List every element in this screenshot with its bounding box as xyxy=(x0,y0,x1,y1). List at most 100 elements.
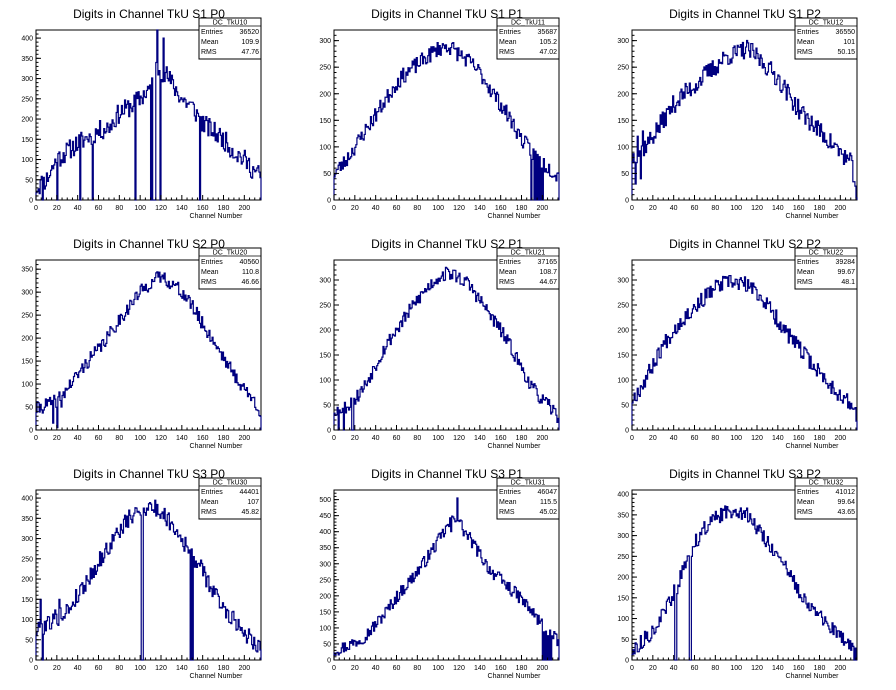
histogram-series xyxy=(35,29,262,201)
y-tick-label: 150 xyxy=(617,118,629,125)
chart-title: Digits in Channel TkU S1 P1 xyxy=(371,7,523,21)
x-tick-label: 200 xyxy=(238,435,250,442)
x-tick-label: 200 xyxy=(536,665,548,672)
stats-box xyxy=(496,17,560,60)
stats-name: DC_TkU31 xyxy=(511,480,546,487)
x-tick-label: 60 xyxy=(691,665,699,672)
x-tick-label: 80 xyxy=(711,665,719,672)
y-tick-label: 350 xyxy=(319,545,331,552)
x-axis-label: Channel Number xyxy=(190,673,244,680)
x-tick-label: 60 xyxy=(393,435,401,442)
y-tick-label: 150 xyxy=(21,597,33,604)
x-tick-label: 120 xyxy=(453,665,465,672)
stats-box xyxy=(794,477,858,520)
x-tick-label: 40 xyxy=(372,435,380,442)
x-tick-label: 140 xyxy=(772,435,784,442)
x-tick-label: 100 xyxy=(134,205,146,212)
chart-title: Digits in Channel TkU S1 P2 xyxy=(669,7,821,21)
stats-name: DC_TkU11 xyxy=(511,20,545,27)
x-tick-label: 20 xyxy=(351,435,359,442)
x-tick-label: 180 xyxy=(218,435,230,442)
y-tick-label: 150 xyxy=(21,137,33,144)
y-tick-label: 300 xyxy=(21,536,33,543)
x-tick-label: 0 xyxy=(630,435,634,442)
y-tick-label: 350 xyxy=(21,56,33,63)
y-tick-label: 0 xyxy=(625,428,629,435)
y-tick-label: 200 xyxy=(21,577,33,584)
stats-name: DC_TkU21 xyxy=(511,250,546,257)
y-tick-label: 100 xyxy=(21,157,33,164)
stats-label: Entries xyxy=(201,489,223,496)
y-tick-label: 500 xyxy=(319,497,331,504)
y-tick-label: 200 xyxy=(21,117,33,124)
stats-label: Mean xyxy=(201,269,219,276)
stats-value-entries: 44401 xyxy=(240,489,260,496)
stats-value-mean: 108.7 xyxy=(539,269,557,276)
y-tick-label: 400 xyxy=(617,492,629,499)
x-tick-label: 0 xyxy=(34,665,38,672)
stats-label: Entries xyxy=(797,29,819,36)
y-tick-label: 50 xyxy=(25,177,33,184)
histogram-panel: Digits in Channel TkU S3 P1 0 20 40 60 80 100 1… xyxy=(319,467,560,680)
stats-label: RMS xyxy=(201,279,217,286)
y-tick-label: 0 xyxy=(625,198,629,205)
x-tick-label: 40 xyxy=(670,205,678,212)
stats-label: Entries xyxy=(499,259,521,266)
x-tick-label: 200 xyxy=(536,435,548,442)
y-tick-label: 100 xyxy=(319,625,331,632)
x-tick-label: 180 xyxy=(516,665,528,672)
y-tick-label: 50 xyxy=(621,637,629,644)
x-tick-label: 80 xyxy=(711,205,719,212)
histogram-series xyxy=(333,497,560,661)
y-tick-label: 250 xyxy=(319,577,331,584)
chart-title: Digits in Channel TkU S3 P0 xyxy=(73,467,225,481)
x-tick-label: 120 xyxy=(453,435,465,442)
stats-value-entries: 40560 xyxy=(240,259,260,266)
x-tick-label: 100 xyxy=(432,435,444,442)
x-tick-label: 120 xyxy=(155,665,167,672)
y-tick-label: 300 xyxy=(21,76,33,83)
y-tick-label: 300 xyxy=(319,561,331,568)
y-tick-label: 100 xyxy=(617,378,629,385)
x-axis-label: Channel Number xyxy=(786,443,840,450)
y-tick-label: 350 xyxy=(617,512,629,519)
stats-label: RMS xyxy=(201,509,217,516)
chart-title: Digits in Channel TkU S3 P1 xyxy=(371,467,523,481)
stats-value-mean: 110.8 xyxy=(242,269,259,276)
plot-frame xyxy=(35,259,262,431)
x-tick-label: 180 xyxy=(516,205,528,212)
y-tick-label: 350 xyxy=(21,516,33,523)
y-tick-label: 200 xyxy=(21,336,33,343)
stats-name: DC_TkU32 xyxy=(809,480,844,487)
x-axis-label: Channel Number xyxy=(190,213,244,220)
x-tick-label: 180 xyxy=(516,435,528,442)
stats-label: Mean xyxy=(201,39,219,46)
stats-box xyxy=(794,17,858,60)
y-tick-label: 150 xyxy=(21,359,33,366)
x-tick-label: 120 xyxy=(751,205,763,212)
x-axis-label: Channel Number xyxy=(786,673,840,680)
x-tick-label: 140 xyxy=(176,205,188,212)
y-tick-label: 250 xyxy=(21,556,33,563)
x-tick-label: 60 xyxy=(95,435,103,442)
y-tick-label: 50 xyxy=(621,171,629,178)
x-tick-label: 80 xyxy=(413,665,421,672)
y-tick-label: 200 xyxy=(319,91,331,98)
x-tick-label: 100 xyxy=(730,665,742,672)
x-tick-label: 180 xyxy=(814,435,826,442)
x-tick-label: 180 xyxy=(218,665,230,672)
stats-label: Entries xyxy=(499,29,521,36)
y-tick-label: 150 xyxy=(617,595,629,602)
y-tick-label: 50 xyxy=(323,403,331,410)
stats-value-entries: 46047 xyxy=(538,489,558,496)
stats-name: DC_TkU10 xyxy=(213,20,248,27)
stats-value-entries: 36550 xyxy=(836,29,856,36)
histogram-panel: Digits in Channel TkU S1 P2 0 20 40 60 80 100 1… xyxy=(617,7,858,220)
stats-name: DC_TkU22 xyxy=(809,250,844,257)
x-tick-label: 40 xyxy=(74,435,82,442)
histogram-panel: Digits in Channel TkU S1 P1 0 20 40 60 80 100 1… xyxy=(319,7,560,220)
y-tick-label: 350 xyxy=(21,267,33,274)
x-tick-label: 80 xyxy=(413,205,421,212)
stats-box xyxy=(794,247,858,290)
